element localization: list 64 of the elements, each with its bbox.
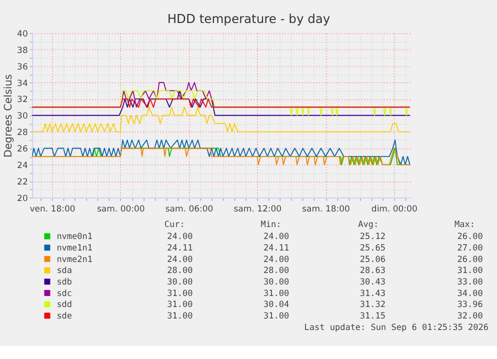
text: 33.00 xyxy=(457,277,483,288)
y-tick-label: 26 xyxy=(17,144,28,155)
x-tick-label: sam. 12:00 xyxy=(234,204,282,214)
text: 31.00 xyxy=(167,300,193,310)
legend-label: sda xyxy=(56,266,72,276)
text: 31.00 xyxy=(167,312,193,322)
text: 24.00 xyxy=(264,232,290,242)
text: Avg: xyxy=(358,220,379,230)
text: 24.00 xyxy=(264,254,290,265)
text: 34.00 xyxy=(457,288,483,299)
y-tick-label: 28 xyxy=(17,128,28,138)
text: 24.11 xyxy=(264,243,290,254)
x-tick-label: sam. 06:00 xyxy=(165,204,214,214)
x-tick-label: sam. 00:00 xyxy=(96,204,145,214)
text: 30.00 xyxy=(264,277,290,288)
text: 31.15 xyxy=(360,312,386,322)
y-tick-label: 30 xyxy=(17,112,28,122)
text: 30.00 xyxy=(167,277,193,288)
x-tick-label: ven. 18:00 xyxy=(30,204,76,214)
legend-label: nvme1n1 xyxy=(56,243,93,254)
text: 31.00 xyxy=(457,266,483,276)
text: 28.00 xyxy=(264,266,290,276)
y-tick-label: 40 xyxy=(17,29,28,40)
legend-label: nvme0n1 xyxy=(56,232,93,242)
text: 28.00 xyxy=(167,266,193,276)
text: 31.00 xyxy=(264,288,290,299)
text: 33.96 xyxy=(457,300,483,310)
text: 26.00 xyxy=(457,254,483,265)
text: 25.12 xyxy=(360,232,386,242)
text: Min: xyxy=(260,220,282,230)
text: Max: xyxy=(454,220,475,230)
text: 24.00 xyxy=(167,254,193,265)
text: 30.04 xyxy=(264,300,290,310)
legend-label: sdc xyxy=(56,288,72,299)
text: 31.00 xyxy=(264,312,290,322)
text: 27.00 xyxy=(457,243,483,254)
text: 28.63 xyxy=(360,266,386,276)
legend-label: sde xyxy=(56,312,72,322)
text: 26.00 xyxy=(457,232,483,242)
legend-label: nvme2n1 xyxy=(56,254,93,265)
y-tick-label: 34 xyxy=(17,78,28,89)
text: 24.11 xyxy=(167,243,193,254)
text: Last update: Sun Sep 6 01:25:35 2026 xyxy=(304,322,488,333)
x-tick-label: sam. 18:00 xyxy=(302,204,350,214)
y-tick-label: 20 xyxy=(17,194,28,204)
x-tick-label: dim. 00:00 xyxy=(371,204,418,214)
y-tick-label: 36 xyxy=(17,62,28,72)
text: 31.43 xyxy=(360,288,386,299)
text: 31.32 xyxy=(360,300,386,310)
legend-label: sdb xyxy=(56,277,72,288)
text: 25.06 xyxy=(360,254,386,265)
y-tick-label: 22 xyxy=(17,177,28,188)
legend-label: sdd xyxy=(56,300,72,310)
y-tick-label: 24 xyxy=(17,160,28,171)
text: Cur: xyxy=(164,220,185,230)
text: 31.00 xyxy=(167,288,193,299)
y-tick-label: 38 xyxy=(17,46,28,56)
y-axis-title: Degrees Celsius xyxy=(2,74,14,158)
y-tick-label: 32 xyxy=(17,95,28,106)
text: 24.00 xyxy=(167,232,193,242)
text: 30.43 xyxy=(360,277,386,288)
text: 25.65 xyxy=(360,243,386,254)
chart-title: HDD temperature - by day xyxy=(167,12,330,26)
text: 32.00 xyxy=(457,312,483,322)
